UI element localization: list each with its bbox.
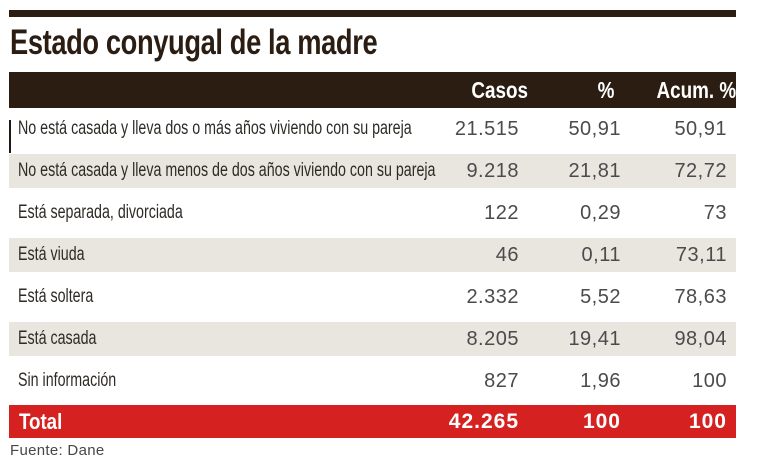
- source-credit: Fuente: Dane: [10, 442, 105, 459]
- table-row: Está casada 8.205 19,41 98,04: [9, 318, 736, 360]
- row-pct-value: 21,81: [568, 159, 621, 182]
- row-casos-value: 2.332: [466, 285, 519, 308]
- row-casos-value: 8.205: [466, 327, 519, 350]
- row-casos-value: 21.515: [454, 117, 519, 140]
- column-header-acum: Acum. %: [656, 76, 736, 103]
- table-row: Está separada, divorciada 122 0,29 73: [9, 192, 736, 234]
- row-acum-value: 73: [703, 201, 727, 224]
- table-row: No está casada y lleva menos de dos años…: [9, 150, 736, 192]
- row-pct-value: 1,96: [580, 369, 621, 392]
- row-casos-value: 122: [484, 201, 519, 224]
- row-label: No está casada y lleva dos o más años vi…: [18, 118, 412, 139]
- row-casos-value: 46: [495, 243, 519, 266]
- row-pct-value: 5,52: [580, 285, 621, 308]
- row-casos-value: 9.218: [466, 159, 519, 182]
- row-label: Está soltera: [18, 286, 94, 307]
- row-pct-value: 19,41: [568, 327, 621, 350]
- row-acum-value: 50,91: [674, 117, 727, 140]
- row-acum-value: 73,11: [675, 243, 727, 266]
- table-header-row: Casos % Acum. %: [9, 72, 736, 108]
- row-label: Sin información: [18, 370, 117, 391]
- row-acum-value: 100: [692, 369, 727, 392]
- table-row: Sin información 827 1,96 100: [9, 360, 736, 402]
- text-cursor-artifact: [9, 120, 11, 153]
- row-acum-value: 72,72: [674, 159, 727, 182]
- row-casos-value: 827: [484, 369, 519, 392]
- column-header-casos: Casos: [471, 76, 528, 103]
- table-row: Está soltera 2.332 5,52 78,63: [9, 276, 736, 318]
- infographic-table: Estado conyugal de la madre Casos % Acum…: [9, 0, 736, 459]
- table-row: No está casada y lleva dos o más años vi…: [9, 108, 736, 150]
- row-pct-value: 0,29: [580, 201, 621, 224]
- total-casos-value: 42.265: [448, 409, 519, 433]
- row-acum-value: 98,04: [674, 327, 727, 350]
- total-pct-value: 100: [582, 409, 621, 433]
- row-pct-value: 0,11: [581, 243, 621, 266]
- row-label: Está separada, divorciada: [18, 202, 183, 223]
- page-title: Estado conyugal de la madre: [10, 23, 378, 62]
- row-label: Está viuda: [18, 244, 85, 265]
- top-accent-bar: [9, 10, 736, 17]
- row-label: No está casada y lleva menos de dos años…: [18, 160, 436, 181]
- column-header-pct: %: [597, 76, 614, 103]
- total-label: Total: [19, 408, 63, 434]
- total-acum-value: 100: [688, 409, 727, 433]
- table-total-row: Total 42.265 100 100: [9, 405, 736, 438]
- table-row: Está viuda 46 0,11 73,11: [9, 234, 736, 276]
- row-label: Está casada: [18, 328, 97, 349]
- row-acum-value: 78,63: [674, 285, 727, 308]
- row-pct-value: 50,91: [568, 117, 621, 140]
